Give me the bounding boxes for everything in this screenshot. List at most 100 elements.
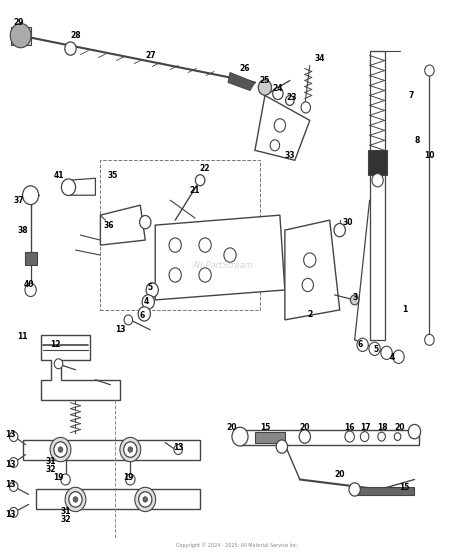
Polygon shape [11, 27, 31, 44]
Circle shape [304, 253, 316, 267]
Polygon shape [23, 439, 200, 459]
Text: 5: 5 [148, 284, 153, 293]
Circle shape [65, 488, 86, 511]
Circle shape [393, 350, 404, 363]
Circle shape [50, 438, 71, 461]
Text: 31: 31 [46, 457, 56, 466]
Text: 28: 28 [70, 31, 81, 40]
Polygon shape [285, 220, 340, 320]
Text: 24: 24 [273, 84, 283, 93]
Polygon shape [69, 178, 95, 195]
Text: 33: 33 [284, 151, 295, 160]
Circle shape [138, 307, 150, 321]
Circle shape [258, 80, 272, 95]
Text: 23: 23 [287, 93, 297, 102]
Circle shape [334, 223, 346, 237]
Circle shape [425, 334, 434, 345]
Circle shape [61, 474, 70, 485]
Circle shape [9, 432, 18, 442]
Circle shape [394, 433, 401, 440]
Circle shape [139, 492, 152, 507]
Text: 20: 20 [300, 423, 310, 432]
Circle shape [195, 175, 205, 186]
Polygon shape [240, 429, 419, 444]
Text: 4: 4 [390, 353, 395, 362]
Text: 20: 20 [227, 423, 237, 432]
Text: 13: 13 [5, 430, 16, 439]
Circle shape [54, 359, 63, 369]
Text: 1: 1 [402, 305, 407, 315]
Circle shape [273, 88, 283, 100]
Circle shape [65, 42, 76, 55]
Circle shape [408, 424, 420, 439]
Text: 20: 20 [394, 423, 405, 432]
Text: 16: 16 [345, 423, 355, 432]
Circle shape [25, 283, 36, 296]
Circle shape [73, 497, 78, 502]
Circle shape [23, 186, 39, 204]
Polygon shape [100, 205, 145, 245]
Circle shape [135, 488, 155, 511]
Circle shape [143, 497, 147, 502]
Text: 10: 10 [424, 151, 435, 160]
Text: 15: 15 [399, 483, 410, 492]
Circle shape [69, 492, 82, 507]
Text: All-PartStream: All-PartStream [192, 261, 253, 270]
Polygon shape [25, 252, 36, 265]
Circle shape [232, 427, 248, 446]
Circle shape [169, 238, 182, 252]
Text: 35: 35 [107, 171, 118, 179]
Circle shape [360, 432, 369, 442]
Circle shape [369, 342, 380, 356]
Text: 13: 13 [173, 443, 183, 452]
Circle shape [301, 102, 310, 113]
Text: 4: 4 [144, 297, 149, 306]
Polygon shape [255, 95, 310, 160]
Text: 13: 13 [5, 510, 16, 519]
Text: 22: 22 [200, 164, 210, 173]
Circle shape [276, 440, 288, 453]
Text: 36: 36 [103, 220, 114, 229]
Circle shape [10, 23, 31, 48]
Polygon shape [255, 432, 285, 443]
Text: 19: 19 [123, 473, 134, 482]
Circle shape [357, 338, 368, 351]
Text: 32: 32 [46, 465, 56, 474]
Circle shape [146, 283, 158, 297]
Circle shape [9, 458, 18, 468]
Circle shape [286, 95, 294, 105]
Text: 15: 15 [260, 423, 270, 432]
Circle shape [302, 278, 313, 291]
Text: 21: 21 [190, 186, 201, 194]
Circle shape [120, 438, 141, 461]
Circle shape [124, 315, 133, 325]
Text: 13: 13 [5, 480, 16, 489]
Circle shape [140, 216, 151, 229]
Circle shape [425, 65, 434, 76]
Text: 5: 5 [373, 345, 378, 355]
Circle shape [299, 430, 310, 443]
Circle shape [174, 445, 182, 454]
Text: 18: 18 [377, 423, 388, 432]
Polygon shape [228, 73, 255, 90]
Text: 13: 13 [115, 325, 126, 335]
Text: 25: 25 [260, 76, 270, 85]
Polygon shape [370, 50, 384, 340]
Text: 6: 6 [357, 340, 362, 350]
Circle shape [372, 173, 383, 187]
Circle shape [199, 268, 211, 282]
Polygon shape [41, 335, 120, 399]
Text: 26: 26 [240, 64, 250, 73]
Circle shape [9, 481, 18, 491]
Circle shape [169, 268, 182, 282]
Text: 32: 32 [60, 515, 71, 524]
Text: 2: 2 [307, 310, 312, 320]
Text: 31: 31 [60, 507, 71, 516]
Circle shape [124, 442, 137, 457]
Circle shape [58, 447, 63, 452]
Text: 27: 27 [145, 51, 155, 60]
Text: 17: 17 [360, 423, 371, 432]
Circle shape [62, 179, 75, 196]
Bar [100, 160, 260, 310]
Circle shape [199, 238, 211, 252]
